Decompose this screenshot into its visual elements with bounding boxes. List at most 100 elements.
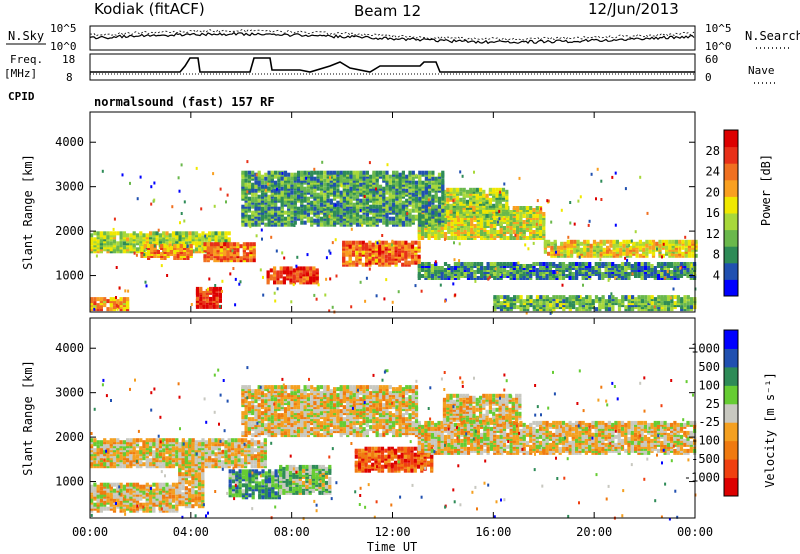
- heatmap-cell: [204, 448, 208, 453]
- heatmap-cell: [324, 293, 327, 297]
- heatmap-cell: [680, 265, 683, 269]
- heatmap-cell: [631, 295, 635, 300]
- heatmap-cell: [194, 440, 199, 445]
- heatmap-cell: [287, 172, 291, 177]
- heatmap-cell: [388, 216, 392, 221]
- heatmap-cell: [502, 274, 507, 278]
- heatmap-cell: [681, 239, 685, 244]
- heatmap-cell: [267, 170, 271, 175]
- heatmap-cell: [650, 264, 654, 268]
- heatmap-cell: [306, 188, 310, 193]
- heatmap-cell: [532, 230, 536, 234]
- heatmap-cell: [112, 456, 117, 461]
- heatmap-cell: [591, 266, 595, 270]
- freq-frame: [89, 53, 696, 81]
- heatmap-cell: [244, 170, 248, 175]
- heatmap-cell: [280, 222, 284, 227]
- heatmap-cell: [421, 274, 425, 278]
- heatmap-cell: [430, 268, 434, 272]
- heatmap-cell: [634, 272, 638, 276]
- heatmap-cell: [539, 226, 543, 230]
- heatmap-cell: [658, 243, 662, 248]
- heatmap-cell: [339, 214, 343, 219]
- heatmap-cell: [562, 299, 566, 304]
- heatmap-cell: [566, 251, 569, 255]
- heatmap-cell: [333, 190, 337, 195]
- heatmap-cell: [483, 216, 487, 220]
- heatmap-cell: [362, 214, 366, 219]
- heatmap-cell: [351, 252, 356, 257]
- heatmap-cell: [297, 214, 301, 219]
- heatmap-cell: [650, 301, 654, 306]
- heatmap-cell: [227, 454, 231, 459]
- heatmap-cell: [622, 239, 626, 244]
- heatmap-cell: [506, 228, 510, 232]
- heatmap-cell: [152, 231, 156, 236]
- heatmap-cell: [359, 182, 363, 187]
- heatmap-cell: [303, 220, 307, 225]
- heatmap-cell: [234, 458, 238, 463]
- heatmap-cell: [628, 244, 630, 247]
- heatmap-cell: [355, 250, 359, 255]
- heatmap-cell: [414, 240, 418, 245]
- heatmap-cell: [283, 170, 288, 175]
- heatmap-cell: [686, 262, 690, 266]
- heatmap-cell: [570, 239, 574, 244]
- heatmap-cell: [545, 307, 549, 312]
- heatmap-cell: [127, 289, 130, 293]
- heatmap-cell: [650, 305, 654, 310]
- heatmap-cell: [211, 446, 215, 451]
- heatmap-cell: [135, 450, 140, 455]
- heatmap-cell: [208, 464, 212, 469]
- heatmap-cell: [297, 170, 301, 175]
- heatmap-cell: [177, 176, 180, 180]
- heatmap-cell: [300, 208, 304, 213]
- heatmap-cell: [470, 274, 474, 278]
- heatmap-cell: [535, 272, 539, 276]
- heatmap-cell: [355, 262, 359, 267]
- heatmap-cell: [216, 246, 220, 251]
- heatmap-cell: [227, 438, 231, 443]
- heatmap-cell: [234, 438, 238, 443]
- heatmap-cell: [465, 199, 470, 204]
- heatmap-cell: [447, 222, 451, 226]
- heatmap-cell: [407, 242, 411, 247]
- heatmap-cell: [437, 172, 442, 177]
- heatmap-cell: [427, 206, 431, 210]
- heatmap-cell: [252, 242, 256, 247]
- heatmap-cell: [260, 184, 265, 189]
- heatmap-cell: [499, 301, 504, 306]
- heatmap-cell: [411, 192, 415, 197]
- heatmap-cell: [376, 241, 379, 245]
- heatmap-cell: [326, 194, 330, 199]
- heatmap-cell: [555, 299, 559, 304]
- heatmap-cell: [122, 241, 126, 246]
- heatmap-cell: [609, 239, 613, 244]
- heatmap-cell: [349, 186, 353, 191]
- heatmap-cell: [171, 205, 174, 209]
- heatmap-cell: [156, 250, 160, 254]
- heatmap-cell: [674, 253, 678, 258]
- heatmap-cell: [346, 188, 350, 193]
- heatmap-cell: [573, 239, 577, 244]
- heatmap-cell: [116, 241, 120, 246]
- heatmap-cell: [680, 305, 684, 310]
- heatmap-cell: [381, 234, 384, 237]
- heatmap-cell: [254, 220, 258, 225]
- heatmap-cell: [447, 272, 451, 276]
- heatmap-cell: [113, 217, 116, 221]
- heatmap-cell: [153, 198, 156, 202]
- heatmap-cell: [437, 196, 442, 201]
- heatmap-cell: [326, 186, 330, 191]
- heatmap-cell: [362, 198, 366, 203]
- heatmap-cell: [251, 222, 255, 227]
- heatmap-cell: [122, 460, 126, 465]
- heatmap-cell: [506, 262, 510, 266]
- heatmap-cell: [506, 216, 510, 220]
- heatmap-cell: [552, 262, 556, 266]
- heatmap-cell: [424, 194, 428, 199]
- heatmap-cell: [300, 184, 304, 189]
- heatmap-cell: [414, 214, 419, 219]
- heatmap-cell: [181, 231, 185, 236]
- heatmap-cell: [129, 442, 133, 447]
